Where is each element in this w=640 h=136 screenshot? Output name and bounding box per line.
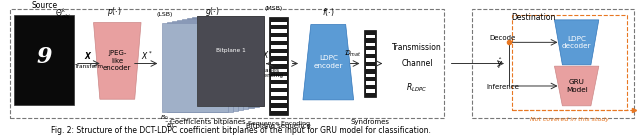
Polygon shape: [166, 22, 233, 112]
Text: LDPC
decoder: LDPC decoder: [562, 36, 591, 49]
Bar: [365, 58, 374, 62]
Text: Syndromes: Syndromes: [351, 119, 390, 125]
Text: (MSB): (MSB): [264, 6, 282, 11]
Bar: [271, 21, 287, 25]
Text: Transmission: Transmission: [392, 43, 442, 52]
Bar: [271, 100, 287, 103]
Text: Inference: Inference: [486, 84, 519, 90]
Text: Fig. 2: Structure of the DCT-LDPC coefficient bitplanes of the input for GRU mod: Fig. 2: Structure of the DCT-LDPC coeffi…: [51, 126, 431, 135]
Bar: [472, 9, 634, 118]
Text: Bitplane sequence: Bitplane sequence: [246, 123, 311, 129]
Text: JPEG-
like
encoder: JPEG- like encoder: [103, 50, 131, 71]
Text: Decode: Decode: [490, 35, 516, 41]
Text: bitplanes
sequencing: bitplanes sequencing: [250, 68, 284, 78]
Bar: [271, 84, 287, 88]
Text: $B_1$: $B_1$: [166, 121, 175, 130]
Text: (LSB): (LSB): [157, 12, 173, 17]
Bar: [271, 92, 287, 95]
Polygon shape: [554, 20, 599, 65]
Bar: [365, 35, 374, 38]
Bar: [271, 108, 287, 111]
Text: $\Theta^k_{obj}$: $\Theta^k_{obj}$: [55, 7, 71, 22]
Polygon shape: [162, 23, 228, 112]
Text: $\boldsymbol{X}$: $\boldsymbol{X}$: [84, 50, 93, 61]
Bar: [365, 66, 374, 69]
Bar: [271, 53, 287, 56]
Text: Sequence Encoding: Sequence Encoding: [248, 120, 310, 126]
Bar: [364, 30, 376, 97]
Bar: [365, 43, 374, 46]
Text: Source: Source: [31, 1, 57, 10]
Bar: [271, 45, 287, 49]
Bar: [365, 89, 374, 93]
Polygon shape: [93, 23, 141, 99]
Polygon shape: [172, 21, 238, 111]
Bar: [197, 16, 264, 106]
Text: Coefficients bitplanes: Coefficients bitplanes: [170, 119, 245, 125]
Text: Destination: Destination: [512, 13, 556, 22]
Text: $\hat{Y}$: $\hat{Y}$: [496, 57, 503, 71]
Polygon shape: [197, 16, 264, 106]
Text: $\boldsymbol{X^*}$: $\boldsymbol{X^*}$: [141, 49, 153, 62]
Polygon shape: [182, 19, 248, 109]
Text: 9: 9: [36, 46, 52, 68]
Polygon shape: [187, 18, 253, 108]
Bar: [271, 69, 287, 72]
Text: Channel: Channel: [401, 59, 433, 68]
Bar: [512, 15, 627, 110]
Text: $\boldsymbol{X'}$: $\boldsymbol{X'}$: [262, 49, 271, 60]
Text: Not covered in this study: Not covered in this study: [530, 117, 609, 122]
Text: GRU
Model: GRU Model: [566, 79, 588, 93]
Text: $p(\cdot)$: $p(\cdot)$: [107, 5, 122, 18]
Text: $\mathcal{D}_{mat}$: $\mathcal{D}_{mat}$: [344, 49, 362, 59]
Polygon shape: [192, 17, 259, 107]
Bar: [10, 9, 444, 118]
Text: $f(\cdot)$: $f(\cdot)$: [322, 6, 335, 18]
Polygon shape: [554, 66, 599, 106]
Polygon shape: [303, 24, 354, 100]
Bar: [365, 50, 374, 54]
Bar: [271, 29, 287, 33]
Bar: [271, 37, 287, 41]
Bar: [365, 81, 374, 85]
Text: $B_0$: $B_0$: [161, 113, 169, 122]
Text: $g(\cdot)$: $g(\cdot)$: [205, 5, 220, 18]
Bar: [271, 76, 287, 80]
Bar: [269, 17, 289, 115]
Polygon shape: [177, 20, 243, 110]
Bar: [365, 74, 374, 77]
Bar: [14, 15, 74, 104]
Text: $R_{LDPC}$: $R_{LDPC}$: [406, 81, 428, 94]
Text: Transform: Transform: [74, 64, 103, 69]
Text: Bitplane 1: Bitplane 1: [216, 48, 245, 53]
Text: LDPC
encoder: LDPC encoder: [314, 55, 343, 69]
Bar: [271, 61, 287, 64]
